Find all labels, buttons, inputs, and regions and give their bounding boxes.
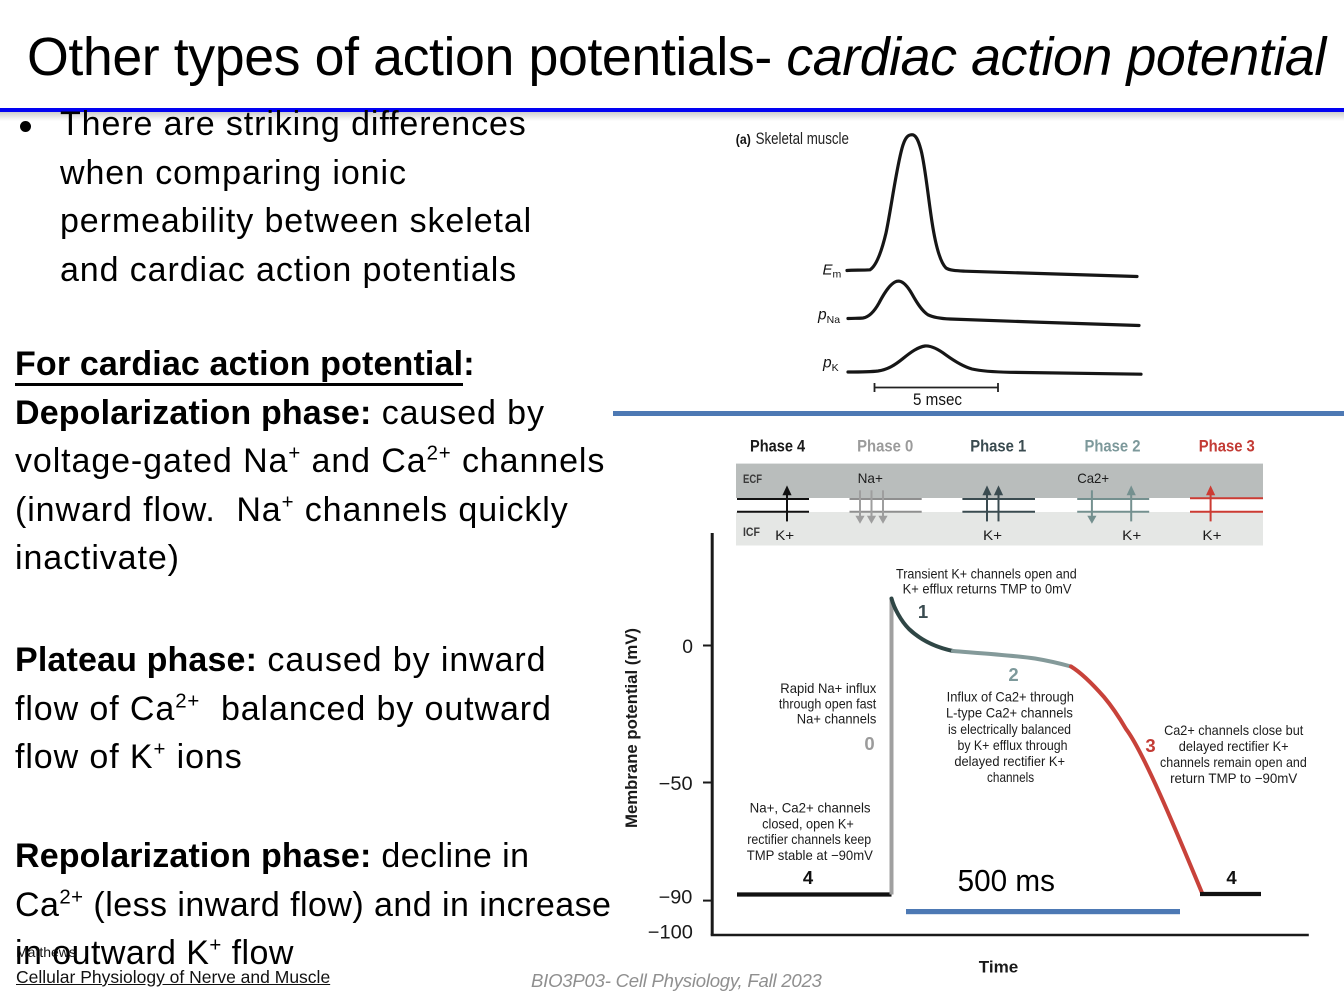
svg-text:Ca2+: Ca2+ bbox=[1077, 470, 1109, 486]
svg-text:Ca2+ channels close but: Ca2+ channels close but bbox=[1164, 723, 1303, 738]
svg-text:−90: −90 bbox=[659, 888, 693, 909]
svg-text:K+: K+ bbox=[1202, 527, 1221, 543]
svg-text:L-type Ca2+ channels: L-type Ca2+ channels bbox=[946, 706, 1073, 721]
svg-text:Phase 1: Phase 1 bbox=[970, 438, 1026, 456]
svg-text:pNa: pNa bbox=[817, 307, 840, 327]
svg-text:closed, open K+: closed, open K+ bbox=[762, 816, 854, 831]
svg-text:pK: pK bbox=[822, 355, 839, 375]
svg-text:channels remain open and: channels remain open and bbox=[1160, 755, 1307, 770]
svg-text:−50: −50 bbox=[659, 774, 693, 795]
svg-text:return TMP to −90mV: return TMP to −90mV bbox=[1170, 771, 1298, 786]
svg-text:rectifier channels keep: rectifier channels keep bbox=[747, 832, 871, 847]
svg-text:K+: K+ bbox=[1122, 527, 1141, 543]
svg-text:Phase 2: Phase 2 bbox=[1085, 438, 1141, 456]
svg-text:ECF: ECF bbox=[743, 474, 762, 486]
svg-text:0: 0 bbox=[682, 637, 693, 658]
svg-text:(a): (a) bbox=[736, 132, 751, 147]
svg-text:1: 1 bbox=[918, 601, 928, 622]
svg-text:Skeletal muscle: Skeletal muscle bbox=[756, 130, 849, 148]
svg-text:Influx of Ca2+ through: Influx of Ca2+ through bbox=[947, 690, 1074, 705]
svg-text:Na+, Ca2+ channels: Na+, Ca2+ channels bbox=[750, 800, 871, 815]
svg-text:3: 3 bbox=[1145, 735, 1155, 756]
svg-text:through open fast: through open fast bbox=[779, 696, 877, 711]
svg-text:delayed rectifier K+: delayed rectifier K+ bbox=[1179, 739, 1289, 754]
svg-text:by K+ efflux through: by K+ efflux through bbox=[957, 738, 1067, 753]
svg-text:Phase 3: Phase 3 bbox=[1199, 438, 1255, 456]
svg-text:4: 4 bbox=[1226, 867, 1237, 888]
svg-text:K+: K+ bbox=[775, 527, 794, 543]
svg-text:Time: Time bbox=[979, 958, 1019, 977]
svg-text:K+ efflux returns TMP to 0mV: K+ efflux returns TMP to 0mV bbox=[903, 582, 1073, 597]
svg-text:TMP stable at −90mV: TMP stable at −90mV bbox=[747, 848, 874, 863]
svg-text:ICF: ICF bbox=[743, 527, 760, 539]
svg-text:K+: K+ bbox=[983, 527, 1002, 543]
svg-text:channels: channels bbox=[987, 770, 1034, 785]
svg-text:−100: −100 bbox=[648, 923, 693, 944]
svg-text:4: 4 bbox=[803, 867, 814, 888]
svg-text:5 msec: 5 msec bbox=[913, 391, 962, 409]
svg-text:Membrane potential (mV): Membrane potential (mV) bbox=[623, 628, 641, 828]
svg-text:Em: Em bbox=[823, 262, 842, 281]
svg-text:500 ms: 500 ms bbox=[958, 864, 1055, 898]
svg-text:Rapid Na+ influx: Rapid Na+ influx bbox=[780, 681, 876, 696]
svg-text:Na+: Na+ bbox=[858, 470, 883, 486]
svg-text:Phase 4: Phase 4 bbox=[750, 438, 805, 456]
svg-text:2: 2 bbox=[1008, 664, 1018, 685]
svg-text:Phase 0: Phase 0 bbox=[857, 438, 913, 456]
svg-text:Transient K+ channels open and: Transient K+ channels open and bbox=[896, 567, 1077, 582]
svg-text:is electrically balanced: is electrically balanced bbox=[948, 722, 1071, 737]
svg-text:Na+ channels: Na+ channels bbox=[797, 712, 877, 727]
svg-text:delayed rectifier K+: delayed rectifier K+ bbox=[954, 754, 1065, 769]
svg-text:0: 0 bbox=[864, 733, 874, 754]
